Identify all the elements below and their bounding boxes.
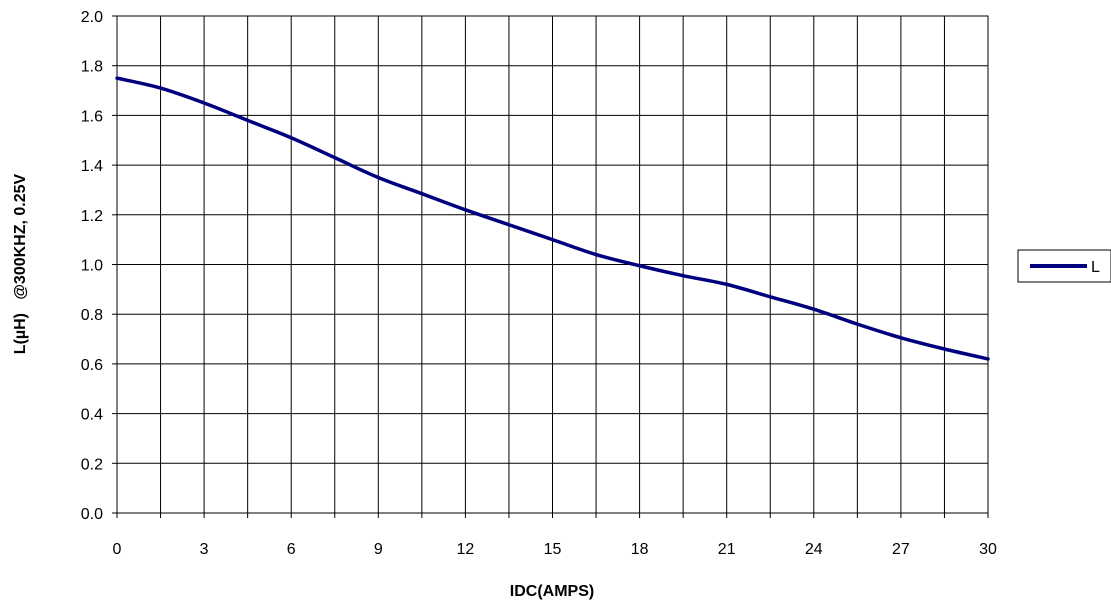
y-tick-label: 0.6 <box>81 357 103 374</box>
y-tick-label: 1.8 <box>81 59 103 76</box>
y-tick-label: 0.8 <box>81 307 103 324</box>
y-tick-label: 0.2 <box>81 456 103 473</box>
series-line-L <box>115 76 990 361</box>
x-tick-label: 9 <box>374 541 383 558</box>
y-tick-label: 1.2 <box>81 208 103 225</box>
x-tick-label: 27 <box>892 541 910 558</box>
grid <box>116 15 989 514</box>
x-tick-label: 15 <box>544 541 562 558</box>
y-tick-label: 0.4 <box>81 407 103 424</box>
x-axis-ticks: 0 3 6 9 12 15 18 21 24 27 30 <box>113 513 997 558</box>
y-axis-title: L(µH) @300KHZ, 0.25V <box>12 173 29 354</box>
x-axis-title: IDC(AMPS) <box>510 583 594 600</box>
y-tick-label: 1.0 <box>81 258 103 275</box>
x-tick-label: 6 <box>287 541 296 558</box>
y-tick-label: 2.0 <box>81 9 103 26</box>
x-tick-label: 30 <box>979 541 997 558</box>
y-tick-label: 0.0 <box>81 506 103 523</box>
x-tick-label: 24 <box>805 541 823 558</box>
x-tick-label: 18 <box>631 541 649 558</box>
x-tick-label: 0 <box>113 541 122 558</box>
x-tick-label: 21 <box>718 541 736 558</box>
y-tick-label: 1.4 <box>81 158 103 175</box>
x-tick-label: 12 <box>457 541 475 558</box>
x-tick-label: 3 <box>200 541 209 558</box>
y-tick-label: 1.6 <box>81 108 103 125</box>
legend: L <box>1017 249 1111 283</box>
series-layer <box>115 76 990 361</box>
y-axis-ticks: 0.0 0.2 0.4 0.6 0.8 1.0 1.2 1.4 1.6 1.8 2.0 <box>81 9 117 523</box>
legend-label-L: L <box>1091 259 1100 276</box>
